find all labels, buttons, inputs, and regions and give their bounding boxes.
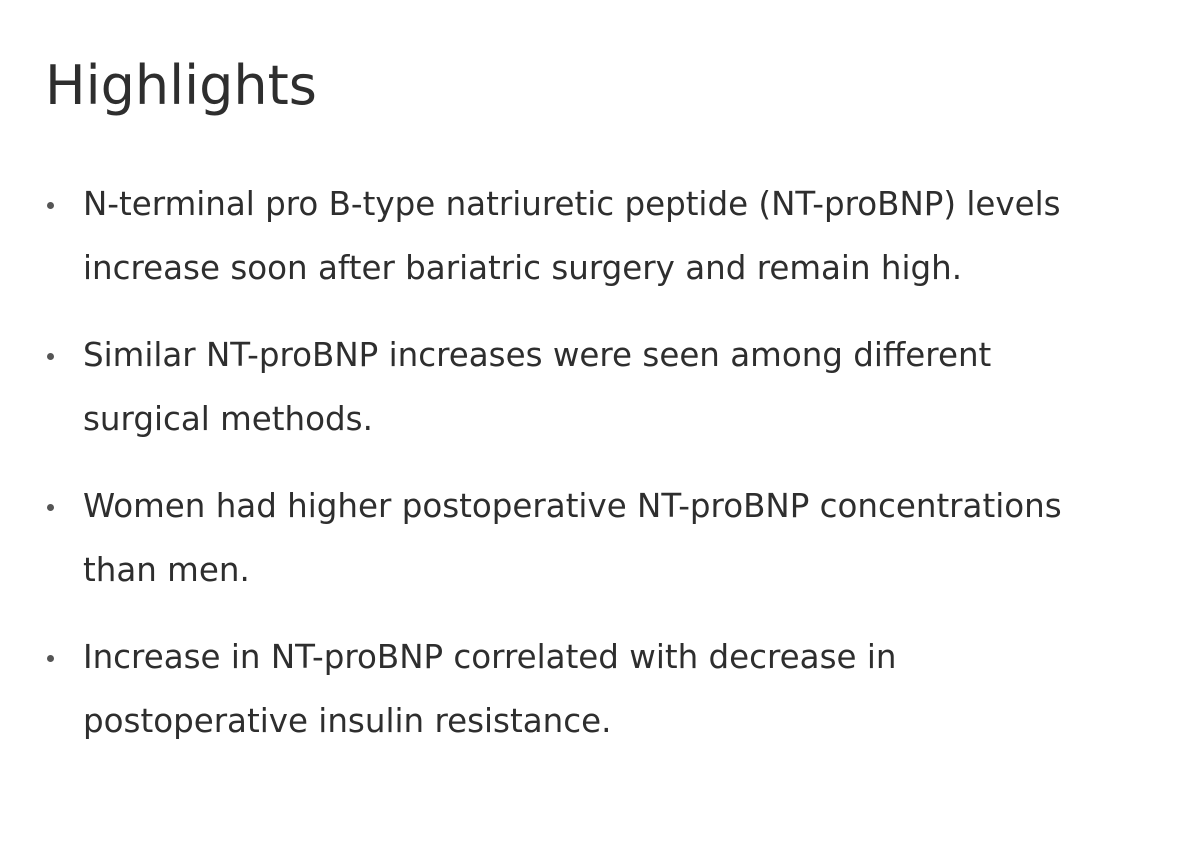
highlight-item: Similar NT-proBNP increases were seen am… xyxy=(0,323,1123,451)
heading: Highlights xyxy=(45,54,317,117)
highlight-item: Increase in NT-proBNP correlated with de… xyxy=(0,625,1123,753)
highlight-text: Women had higher postoperative NT-proBNP… xyxy=(83,487,1062,589)
highlight-text: N-terminal pro B-type natriuretic peptid… xyxy=(83,185,1061,287)
highlight-item: Women had higher postoperative NT-proBNP… xyxy=(0,474,1123,602)
bullet xyxy=(47,655,54,662)
bullet xyxy=(47,504,54,511)
highlight-text: Increase in NT-proBNP correlated with de… xyxy=(83,638,897,740)
highlight-list: N-terminal pro B-type natriuretic peptid… xyxy=(0,172,1160,776)
highlight-text: Similar NT-proBNP increases were seen am… xyxy=(83,336,992,438)
bullet xyxy=(47,353,54,360)
bullet xyxy=(47,202,54,209)
highlight-item: N-terminal pro B-type natriuretic peptid… xyxy=(0,172,1123,300)
